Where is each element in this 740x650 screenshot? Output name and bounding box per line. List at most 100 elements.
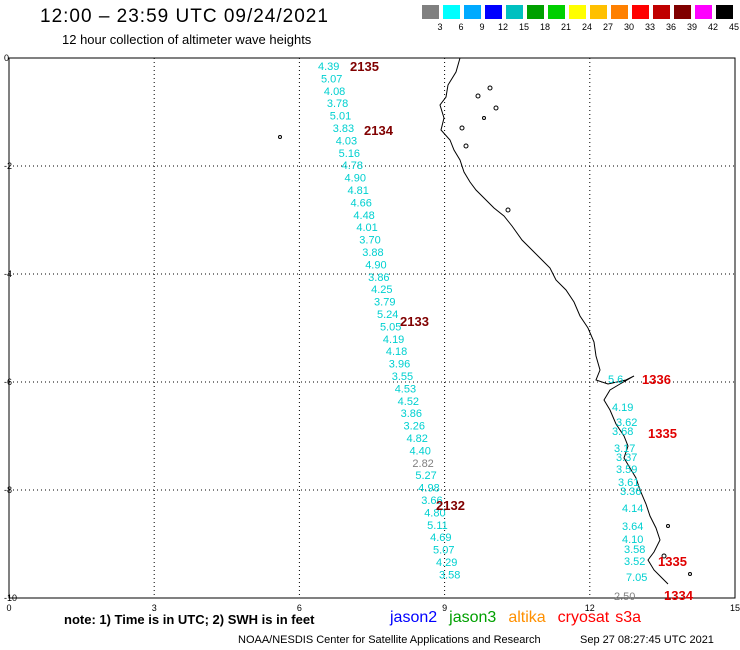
swh-value: 4.01 bbox=[356, 222, 377, 234]
legend-label: 18 bbox=[539, 22, 550, 32]
swh-value: 4.69 bbox=[430, 532, 451, 544]
swh-value: 4.25 bbox=[371, 284, 392, 296]
coastal-swh-value: 7.05 bbox=[626, 572, 647, 584]
coastal-swh-value: 3.37 bbox=[616, 452, 637, 464]
swh-track: 4.395.074.083.785.013.834.035.164.784.90… bbox=[318, 61, 460, 581]
legend-swatch bbox=[506, 5, 523, 19]
legend-swatch bbox=[548, 5, 565, 19]
legend-swatch bbox=[569, 5, 586, 19]
swh-value: 4.66 bbox=[350, 197, 371, 209]
legend-swatch bbox=[464, 5, 481, 19]
pass-label: 2133 bbox=[400, 314, 429, 329]
swh-value: 3.83 bbox=[333, 123, 354, 135]
coastline bbox=[439, 57, 669, 585]
coastal-swh-value: 3.58 bbox=[624, 544, 645, 556]
swh-value: 4.90 bbox=[365, 259, 386, 271]
x-tick-label: 15 bbox=[730, 603, 740, 613]
coastal-swh-value: 3.36 bbox=[620, 486, 641, 498]
y-tick-label: -10 bbox=[4, 593, 17, 603]
swh-value: 3.58 bbox=[439, 569, 460, 581]
satellite-cryosat: cryosat bbox=[557, 609, 610, 626]
swh-value: 4.48 bbox=[353, 210, 374, 222]
swh-value: 5.27 bbox=[415, 470, 436, 482]
legend-label: 42 bbox=[707, 22, 718, 32]
legend-swatch bbox=[443, 5, 460, 19]
pass-label: 2135 bbox=[350, 59, 379, 74]
credit-line: NOAA/NESDIS Center for Satellite Applica… bbox=[238, 634, 541, 646]
swh-value: 4.19 bbox=[383, 334, 404, 346]
legend-label: 45 bbox=[728, 22, 739, 32]
swh-value: 4.90 bbox=[345, 173, 366, 185]
legend-label: 9 bbox=[479, 22, 485, 32]
swh-value: 3.70 bbox=[359, 235, 380, 247]
swh-value: 4.18 bbox=[386, 346, 407, 358]
coastal-swh-value: 3.52 bbox=[624, 556, 645, 568]
coastal-swh-value: 5.6 bbox=[608, 374, 623, 386]
swh-value: 3.26 bbox=[404, 421, 425, 433]
coastal-swh-value: 3.59 bbox=[616, 464, 637, 476]
legend-label: 12 bbox=[497, 22, 508, 32]
legend-label: 27 bbox=[602, 22, 613, 32]
swh-value: 4.78 bbox=[342, 160, 363, 172]
swh-value: 4.53 bbox=[395, 383, 416, 395]
generation-timestamp: Sep 27 08:27:45 UTC 2021 bbox=[580, 634, 714, 646]
swh-value: 3.66 bbox=[421, 495, 442, 507]
map-subtitle: 12 hour collection of altimeter wave hei… bbox=[62, 32, 312, 47]
coastal-swh-value: 3.61 bbox=[618, 477, 639, 489]
legend-label: 30 bbox=[623, 22, 634, 32]
map-title: 12:00 – 23:59 UTC 09/24/2021 bbox=[40, 6, 329, 27]
satellite-s3a: s3a bbox=[615, 609, 642, 626]
legend-swatch bbox=[695, 5, 712, 19]
legend-label: 24 bbox=[581, 22, 592, 32]
legend-label: 6 bbox=[458, 22, 464, 32]
pass-label: 1334 bbox=[664, 588, 694, 603]
swh-value: 3.79 bbox=[374, 297, 395, 309]
x-tick-label: 12 bbox=[585, 603, 595, 613]
swh-value: 4.39 bbox=[318, 61, 339, 73]
coastal-swh-value: 4.14 bbox=[622, 503, 643, 515]
swh-value: 4.03 bbox=[336, 135, 357, 147]
swh-value: 3.55 bbox=[392, 371, 413, 383]
swh-value: 4.82 bbox=[407, 433, 428, 445]
y-tick-label: 0 bbox=[4, 53, 9, 63]
swh-value: 4.40 bbox=[409, 445, 430, 457]
coastal-swh-value: 4.19 bbox=[612, 402, 633, 414]
swh-value: 5.01 bbox=[330, 111, 351, 123]
x-tick-label: 3 bbox=[152, 603, 157, 613]
legend-swatch bbox=[527, 5, 544, 19]
satellite-altika: altika bbox=[508, 609, 546, 626]
coastal-swh-value: 3.17 bbox=[614, 443, 635, 455]
y-tick-label: -8 bbox=[4, 485, 12, 495]
legend-swatch bbox=[674, 5, 691, 19]
x-tick-label: 6 bbox=[297, 603, 302, 613]
pass-label: 2134 bbox=[364, 123, 394, 138]
swh-value: 3.96 bbox=[389, 359, 410, 371]
x-tick-label: 0 bbox=[6, 603, 11, 613]
footnote: note: 1) Time is in UTC; 2) SWH is in fe… bbox=[64, 612, 315, 627]
legend-swatch bbox=[611, 5, 628, 19]
pass-labels: 2135 2134 2133 2132 1336 1335 1335 1334 bbox=[350, 59, 694, 603]
pass-label: 1335 bbox=[658, 554, 687, 569]
swh-value: 4.81 bbox=[348, 185, 369, 197]
coastal-swh-value: 3.64 bbox=[622, 521, 643, 533]
legend-label: 33 bbox=[644, 22, 655, 32]
pass-label: 1335 bbox=[648, 426, 677, 441]
legend-swatch bbox=[590, 5, 607, 19]
satellite-legend: jason2 jason3 altika cryosat s3a bbox=[390, 609, 653, 627]
swh-value: 4.80 bbox=[424, 507, 445, 519]
legend-label: 21 bbox=[560, 22, 571, 32]
coastal-swh-value: 3.68 bbox=[612, 426, 633, 438]
axis-ticks: 0 3 6 9 12 15 0 -2 -4 -6 -8 -10 bbox=[4, 53, 740, 613]
map-frame bbox=[8, 57, 736, 599]
swh-value: 3.86 bbox=[368, 272, 389, 284]
swh-value: 4.52 bbox=[398, 396, 419, 408]
y-tick-label: -4 bbox=[4, 269, 12, 279]
legend-label: 39 bbox=[686, 22, 697, 32]
legend-swatch bbox=[632, 5, 649, 19]
legend-label: 15 bbox=[518, 22, 529, 32]
islands bbox=[278, 85, 692, 576]
swh-value: 4.98 bbox=[418, 483, 439, 495]
legend-swatch bbox=[485, 5, 502, 19]
legend-label: 36 bbox=[665, 22, 676, 32]
